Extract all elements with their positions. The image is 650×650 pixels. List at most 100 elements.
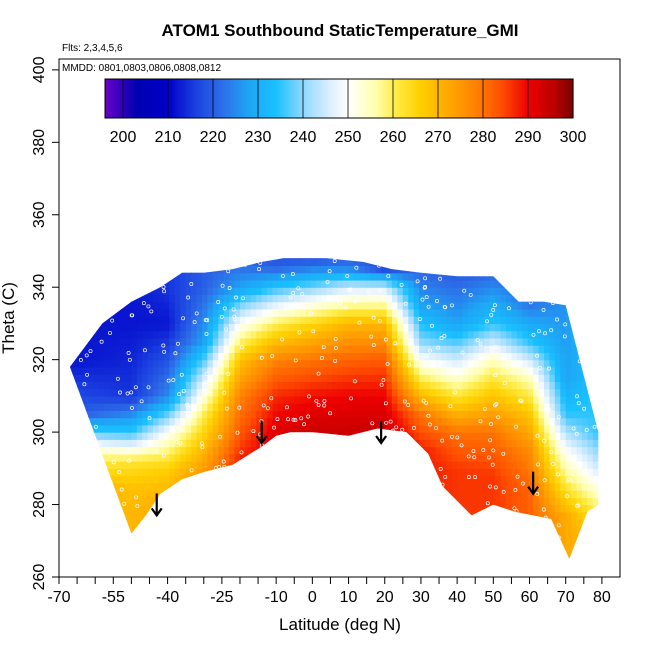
heatmap-cell: [256, 359, 263, 368]
heatmap-cell: [315, 352, 322, 361]
heatmap-cell: [196, 316, 203, 325]
heatmap-cell: [136, 540, 143, 549]
heatmap-cell: [223, 345, 230, 354]
heatmap-cell: [120, 497, 127, 506]
heatmap-cell: [207, 258, 214, 267]
heatmap-cell: [321, 316, 328, 325]
heatmap-cell: [245, 352, 252, 361]
heatmap-cell: [343, 381, 350, 390]
heatmap-cell: [391, 388, 399, 397]
heatmap-cell: [256, 403, 263, 411]
heatmap-cell: [381, 490, 388, 498]
heatmap-cell: [250, 308, 257, 317]
heatmap-cell: [229, 468, 236, 477]
heatmap-cell: [267, 395, 274, 404]
heatmap-cell: [462, 366, 469, 375]
heatmap-cell: [305, 337, 312, 346]
heatmap-cell: [77, 468, 84, 477]
heatmap-cell: [587, 439, 594, 448]
heatmap-cell: [478, 468, 485, 477]
heatmap-cell: [196, 497, 203, 506]
heatmap-cell: [576, 374, 583, 382]
heatmap-cell: [294, 301, 301, 310]
heatmap-cell: [142, 323, 149, 332]
heatmap-cell: [364, 497, 371, 506]
heatmap-cell: [413, 468, 420, 477]
heatmap-cell: [212, 258, 219, 259]
heatmap-cell: [582, 395, 589, 404]
sample-point: [320, 482, 325, 487]
sample-point: [85, 372, 90, 377]
heatmap-cell: [277, 526, 284, 535]
heatmap-cell: [598, 497, 599, 506]
heatmap-cell: [403, 244, 409, 252]
heatmap-cell: [299, 482, 306, 491]
heatmap-cell: [136, 345, 143, 354]
heatmap-cell: [104, 279, 111, 288]
heatmap-cell: [337, 337, 344, 346]
heatmap-cell: [250, 395, 257, 404]
heatmap-cell: [315, 323, 322, 332]
heatmap-cell: [364, 490, 371, 498]
heatmap-cell: [174, 323, 181, 332]
heatmap-cell: [174, 548, 181, 556]
heatmap-cell: [473, 337, 480, 346]
sample-point: [89, 279, 94, 284]
heatmap-cell: [77, 308, 84, 317]
heatmap-cell: [326, 258, 333, 259]
heatmap-cell: [305, 461, 312, 469]
heatmap-cell: [571, 374, 578, 382]
heatmap-cell: [516, 258, 523, 267]
heatmap-cell: [180, 482, 187, 491]
heatmap-cell: [332, 417, 339, 426]
heatmap-cell: [212, 330, 219, 339]
heatmap-cell: [218, 272, 225, 281]
heatmap-cell: [272, 548, 279, 556]
heatmap-cell: [435, 519, 442, 527]
sample-point: [320, 356, 324, 360]
heatmap-cell: [359, 490, 366, 498]
heatmap-cell: [93, 410, 100, 419]
heatmap-cell: [359, 352, 366, 361]
colorbar-cell: [145, 79, 149, 118]
heatmap-cell: [321, 446, 328, 455]
heatmap-cell: [592, 533, 599, 542]
heatmap-cell: [538, 323, 545, 332]
heatmap-cell: [239, 497, 246, 506]
heatmap-cell: [326, 475, 333, 484]
heatmap-cell: [457, 381, 464, 390]
heatmap-cell: [131, 323, 138, 332]
heatmap-cell: [131, 265, 138, 274]
heatmap-cell: [353, 301, 361, 310]
heatmap-cell: [82, 316, 89, 325]
heatmap-cell: [386, 403, 393, 411]
heatmap-cell: [332, 526, 339, 535]
heatmap-cell: [77, 410, 84, 419]
heatmap-cell: [446, 497, 453, 506]
heatmap-cell: [348, 279, 355, 288]
heatmap-cell: [495, 403, 502, 411]
heatmap-cell: [478, 424, 485, 433]
heatmap-cell: [98, 519, 105, 527]
heatmap-cell: [159, 244, 165, 252]
sample-point: [237, 405, 242, 410]
heatmap-cell: [294, 410, 301, 419]
heatmap-cell: [272, 316, 279, 325]
heatmap-cell: [321, 504, 328, 513]
sample-point: [386, 274, 391, 279]
heatmap-cell: [543, 540, 551, 549]
colorbar-cell: [226, 79, 230, 118]
heatmap-cell: [592, 410, 599, 419]
heatmap-cell: [261, 330, 268, 339]
sample-point: [139, 399, 144, 404]
heatmap-cell: [310, 366, 317, 375]
heatmap-cell: [604, 360, 610, 368]
heatmap-cell: [571, 301, 578, 310]
heatmap-cell: [196, 548, 203, 556]
sample-point: [428, 468, 433, 473]
heatmap-cell: [337, 287, 344, 296]
sample-point: [493, 345, 498, 350]
heatmap-cell: [364, 352, 371, 361]
sample-point: [459, 443, 464, 448]
heatmap-cell: [212, 555, 219, 559]
